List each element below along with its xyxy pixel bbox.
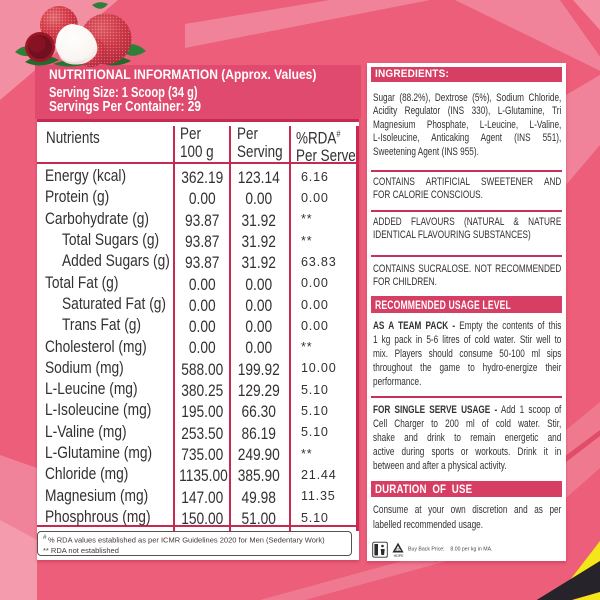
svg-text:21: 21: [395, 547, 400, 552]
svg-text:HDPE: HDPE: [393, 554, 404, 558]
svg-text:Buy Back Price: 8.00 per kg: Buy Back Price: 8.00 per kg in MA.: [408, 546, 492, 552]
